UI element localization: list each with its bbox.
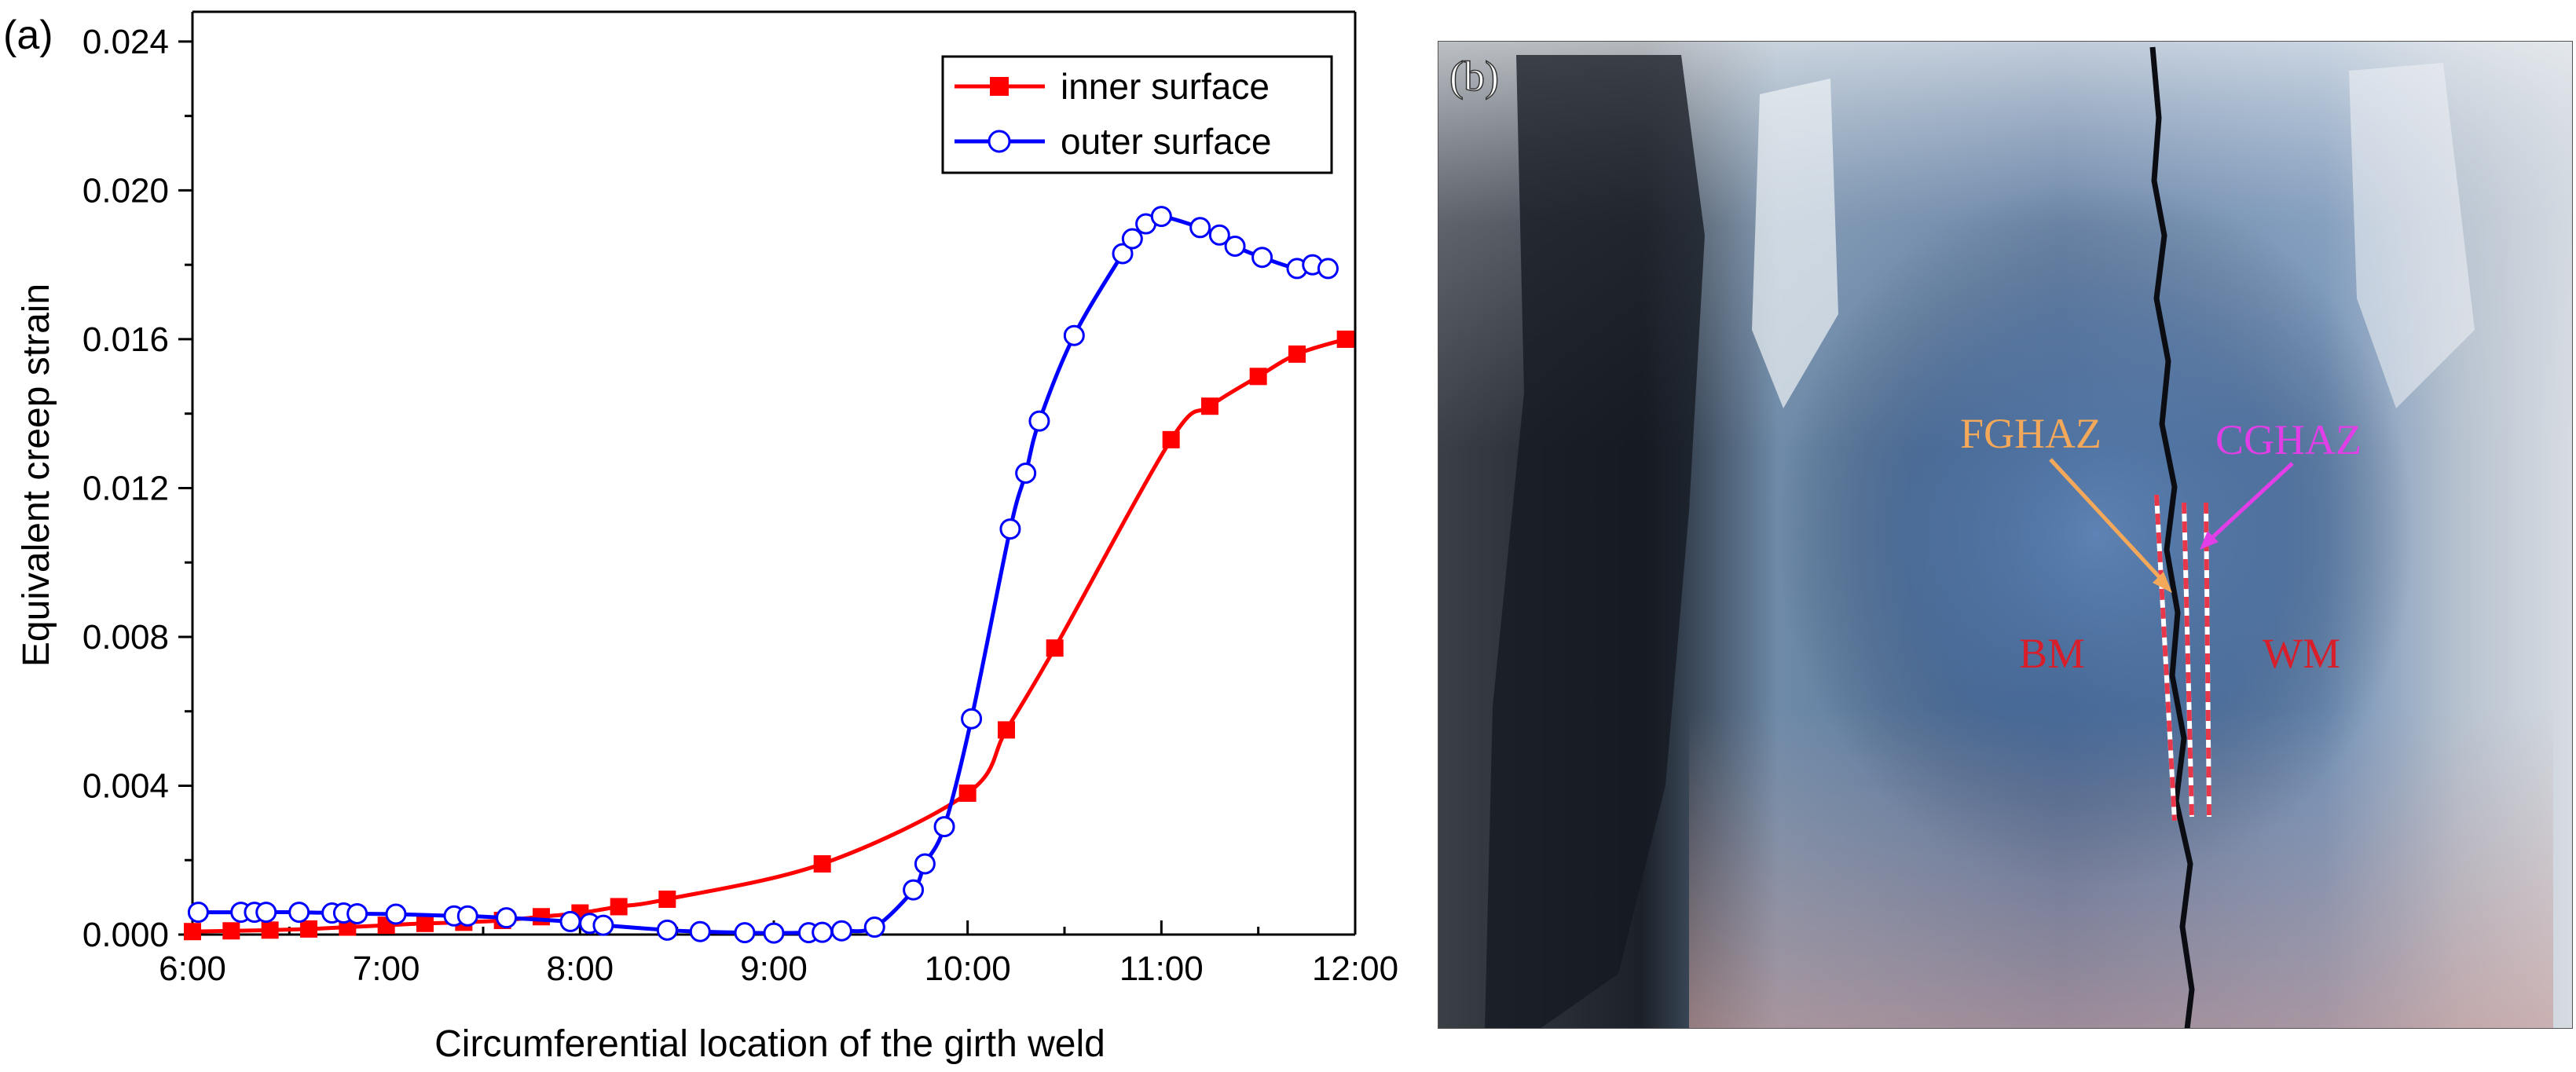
outer-surface-point [456, 905, 478, 927]
outer-surface-point [187, 902, 209, 924]
outer-surface-line [198, 214, 1329, 935]
outer-surface-point [1317, 258, 1339, 280]
bm-label: BM [2019, 630, 2085, 677]
fghaz-arrowhead [2153, 572, 2172, 593]
panel-a-label: (a) [3, 13, 53, 58]
inner-surface-point [610, 898, 628, 916]
y-tick-label: 0.020 [82, 171, 169, 210]
outer-surface-point [763, 922, 785, 944]
outer-surface-point [1150, 206, 1172, 228]
outer-surface-point [1121, 228, 1143, 250]
series-layer [184, 206, 1354, 944]
inner-surface-point [1249, 368, 1267, 386]
outer-surface-point [559, 910, 581, 932]
x-tick-label: 9:00 [740, 949, 808, 988]
legend-outer-label: outer surface [1061, 121, 1271, 162]
white-right-stripe [2349, 63, 2475, 408]
outer-surface-point [1208, 224, 1230, 246]
outer-surface-point [933, 816, 955, 838]
zone-line-2-dash [2182, 502, 2194, 818]
inner-surface-point [1162, 430, 1180, 448]
outer-surface-point [961, 708, 983, 730]
inner-surface-point [416, 914, 434, 932]
x-axis-title: Circumferential location of the girth we… [434, 1023, 1105, 1065]
outer-surface-point [999, 518, 1021, 540]
y-tick-label: 0.004 [82, 766, 169, 805]
outer-surface-point [812, 921, 834, 943]
chart: 6:00 7:00 8:00 9:00 10:00 11:00 12:00 0.000 0.00… [16, 10, 1398, 1065]
dark-left-region [1485, 55, 1705, 1029]
outer-surface-point [496, 907, 518, 929]
legend-outer-marker [988, 130, 1011, 153]
legend-box [941, 55, 1333, 174]
fghaz-label: FGHAZ [1960, 410, 2101, 457]
inner-surface-point [1046, 639, 1064, 657]
outer-surface-point [656, 919, 678, 941]
inner-surface-point [1288, 345, 1306, 363]
inner-surface-point [958, 784, 977, 802]
inner-surface-point [1201, 397, 1218, 415]
outer-surface-point [689, 920, 711, 942]
inner-surface-point [1336, 330, 1354, 348]
legend: inner surface outer surface [941, 55, 1333, 174]
outer-surface-point [288, 902, 310, 924]
outer-surface-point [914, 853, 936, 875]
outer-surface-point [592, 914, 614, 936]
inner-surface-point [998, 721, 1015, 739]
photo-bottom-tint [1689, 707, 2553, 1029]
zone-lines [2154, 494, 2211, 821]
tick-labels: 6:00 7:00 8:00 9:00 10:00 11:00 12:00 0.000 0.00… [82, 23, 1398, 988]
y-tick-label: 0.000 [82, 916, 169, 954]
cghaz-label: CGHAZ [2215, 416, 2362, 463]
panel-b-label: (b) [1449, 53, 1499, 100]
x-tick-label: 12:00 [1312, 949, 1398, 988]
x-tick-label: 6:00 [159, 949, 226, 988]
outer-surface-point [1251, 247, 1273, 269]
legend-inner-marker [990, 77, 1009, 96]
inner-surface-point [658, 890, 676, 908]
wm-label: WM [2263, 630, 2340, 677]
outer-surface-point [734, 922, 756, 944]
y-tick-label: 0.012 [82, 469, 169, 507]
outer-surface-point [1224, 235, 1246, 257]
outer-surface-point [830, 920, 852, 942]
crack-line [2149, 46, 2195, 1029]
inner-surface-point [184, 923, 201, 941]
x-tick-label: 7:00 [353, 949, 420, 988]
x-tick-label: 8:00 [547, 949, 614, 988]
inner-surface-point [261, 921, 279, 939]
outer-surface-point [1112, 243, 1134, 265]
cghaz-arrow [2206, 462, 2294, 543]
y-tick-label: 0.008 [82, 618, 169, 657]
outer-surface-point [903, 879, 925, 901]
inner-surface-point [533, 908, 550, 926]
outer-surface-point [255, 902, 277, 924]
inner-surface-point [300, 920, 317, 938]
x-tick-label: 11:00 [1119, 949, 1204, 988]
x-tick-label: 10:00 [925, 949, 1011, 988]
zone-line-1-dash [2154, 494, 2177, 821]
outer-surface-point [346, 902, 368, 924]
legend-inner-label: inner surface [1061, 66, 1270, 107]
y-tick-label: 0.024 [82, 23, 169, 61]
outer-surface-point [1015, 463, 1037, 484]
photo-panel: (b) FGHAZ CGHAZ BM WM [1438, 41, 2573, 1029]
outer-surface-point [1028, 410, 1050, 432]
outer-surface-point [863, 917, 885, 938]
zone-line-3-dash [2204, 502, 2211, 818]
y-tick-label: 0.016 [82, 320, 169, 359]
fghaz-arrow [2049, 458, 2168, 587]
outer-surface-point [385, 903, 407, 925]
y-axis-title: Equivalent creep strain [16, 284, 57, 667]
inner-surface-point [222, 922, 240, 940]
white-left-stripe [1752, 79, 1838, 408]
outer-surface-point [1189, 217, 1211, 239]
cghaz-arrowhead [2200, 531, 2219, 550]
inner-surface-line [192, 337, 1347, 934]
outer-surface-point [1063, 324, 1085, 346]
inner-surface-point [813, 854, 831, 873]
